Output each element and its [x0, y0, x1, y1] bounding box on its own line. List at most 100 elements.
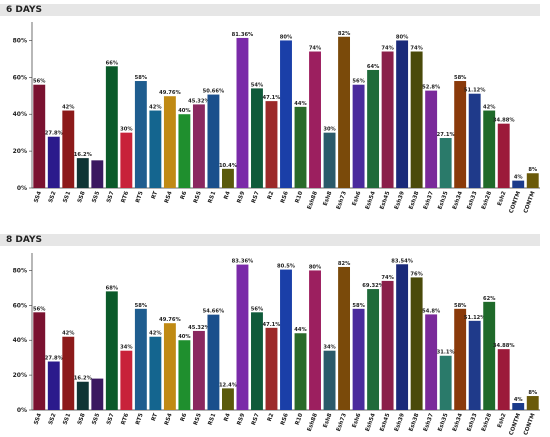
data-label: 42%: [149, 331, 162, 337]
panel-title: 6 DAYS: [6, 5, 42, 15]
x-tick-label: R10: [295, 413, 305, 427]
y-tick-label: 80%: [13, 267, 27, 274]
bar: [105, 291, 118, 410]
y-tick-label: 40%: [13, 111, 27, 118]
bar: [483, 301, 496, 410]
panel-title: 8 DAYS: [6, 235, 42, 245]
bar: [338, 36, 351, 188]
data-label: 34.88%: [493, 343, 515, 349]
bar: [221, 168, 234, 188]
bar: [62, 336, 75, 410]
bar: [251, 88, 263, 188]
data-label: 51.12%: [464, 315, 486, 321]
x-tick-label: RS5: [193, 413, 203, 427]
data-label: 49.76%: [159, 90, 181, 96]
x-tick-label: Esh54: [365, 191, 377, 211]
data-label: 74%: [309, 46, 322, 52]
bar: [410, 51, 423, 189]
x-tick-label: RT: [151, 412, 159, 422]
bar: [47, 136, 60, 188]
bar: [62, 110, 75, 188]
x-tick-label: RT5: [135, 191, 145, 204]
data-label: 8%: [528, 167, 538, 173]
x-tick-label: Esh35: [437, 413, 449, 433]
bar: [280, 40, 292, 188]
data-label: 83.36%: [232, 259, 254, 265]
bar: [454, 308, 467, 410]
data-label: 54%: [251, 82, 264, 88]
data-label: 80.5%: [277, 264, 296, 270]
bar: [497, 349, 510, 410]
data-label: 47.1%: [262, 95, 281, 101]
bar: [207, 314, 220, 410]
x-tick-label: RS6: [280, 191, 290, 205]
data-label: 44%: [294, 101, 307, 107]
x-tick-label: Esh38: [408, 413, 420, 433]
x-tick-label: Esh88: [307, 191, 319, 211]
y-tick-label: 40%: [13, 337, 27, 344]
bar: [396, 264, 409, 410]
bar: [76, 158, 89, 188]
x-tick-label: SS4: [33, 191, 43, 204]
bar: [352, 84, 365, 188]
data-label: 64%: [367, 64, 380, 70]
x-tick-label: R4: [223, 191, 231, 201]
data-label: 58%: [135, 75, 148, 81]
bar: [236, 37, 249, 188]
x-tick-label: SS2: [48, 191, 58, 204]
bar: [221, 388, 234, 410]
x-tick-label: Esh39: [394, 413, 406, 433]
bar: [526, 396, 539, 410]
bar: [47, 361, 60, 410]
x-tick-label: R2: [267, 191, 275, 201]
bar: [120, 132, 133, 188]
data-label: 74%: [410, 46, 423, 52]
x-tick-label: RS7: [251, 413, 261, 427]
bar: [76, 381, 89, 410]
data-label: 56%: [33, 79, 46, 85]
x-tick-label: Esh73: [336, 413, 348, 433]
bar: [381, 280, 394, 410]
bar: [163, 96, 176, 188]
panel-header-8-days: 8 DAYS: [0, 234, 540, 246]
x-tick-label: R4: [223, 413, 231, 423]
data-label: 44%: [294, 327, 307, 333]
data-label: 4%: [514, 397, 524, 403]
x-tick-label: Esh2: [497, 413, 508, 429]
data-label: 76%: [410, 271, 423, 277]
x-tick-label: SS1: [63, 191, 73, 204]
bar: [439, 138, 452, 188]
bar: [309, 270, 321, 410]
data-label: 27.1%: [437, 132, 456, 138]
bar: [91, 160, 104, 188]
bar-chart-8-days: 0% 20% 40% 60% 80% 56% SS4 27.8% SS2 42% SS1 16.2% S…: [13, 253, 540, 436]
x-tick-label: RS4: [164, 413, 174, 427]
bar: [294, 106, 307, 188]
bar: [134, 81, 147, 188]
data-label: 27.8%: [45, 131, 64, 137]
data-label: 30%: [120, 127, 133, 133]
data-label: 51.12%: [464, 88, 486, 94]
bar: [134, 308, 147, 410]
bar: [396, 40, 409, 188]
bar: [120, 350, 133, 410]
x-tick-label: Esh73: [336, 191, 348, 211]
data-label: 58%: [454, 303, 467, 309]
bar: [338, 266, 351, 410]
data-label: 56%: [352, 79, 365, 85]
data-label: 68%: [106, 285, 119, 291]
y-tick-label: 60%: [13, 74, 27, 81]
x-tick-label: RT5: [135, 413, 145, 426]
data-label: 49.76%: [159, 317, 181, 323]
x-tick-label: Esh35: [437, 191, 449, 211]
bar: [105, 66, 118, 188]
y-tick-label: 60%: [13, 302, 27, 309]
y-tick-label: 80%: [13, 37, 27, 44]
bar: [265, 101, 278, 188]
x-tick-label: SS1: [63, 413, 73, 426]
data-label: 10.4%: [219, 163, 238, 169]
x-tick-label: RS9: [237, 413, 247, 427]
x-tick-label: R2: [267, 413, 275, 423]
y-tick-label: 0%: [17, 185, 27, 192]
bar: [367, 289, 380, 410]
